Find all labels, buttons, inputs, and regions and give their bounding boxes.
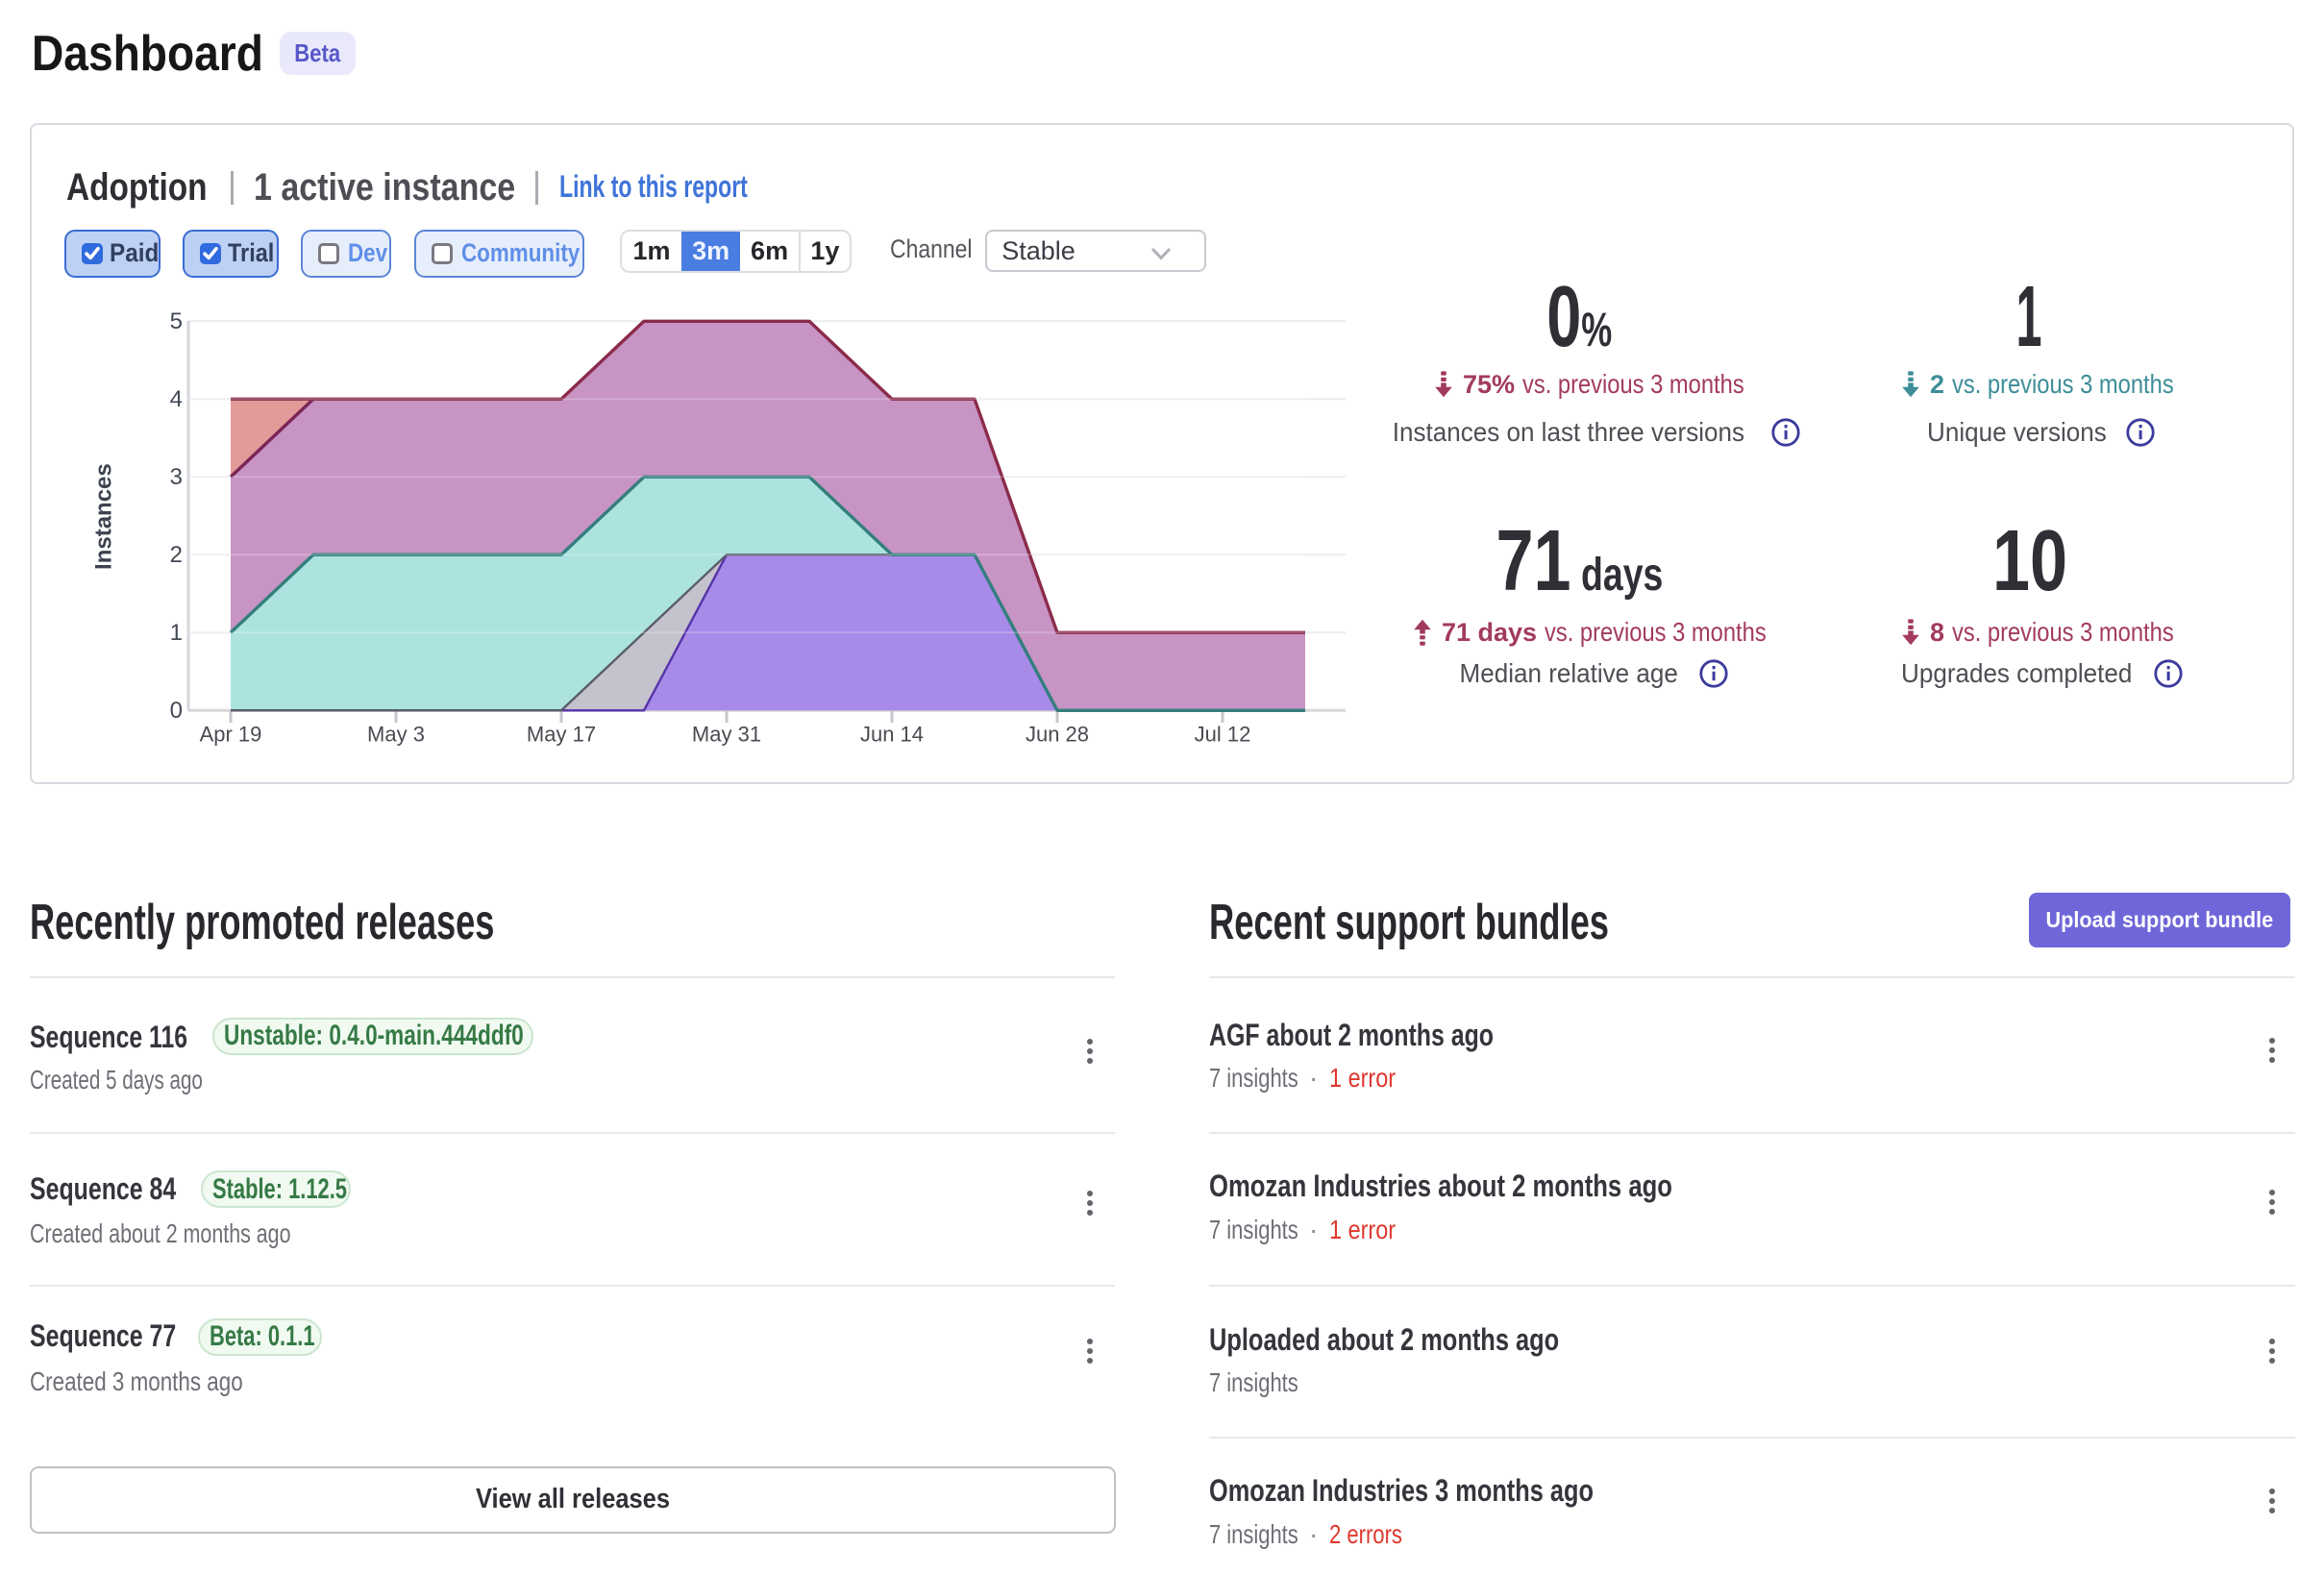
svg-text:0: 0 <box>170 698 183 724</box>
svg-text:May 31: May 31 <box>692 722 761 746</box>
svg-text:2: 2 <box>170 542 183 568</box>
svg-text:May 3: May 3 <box>367 722 425 746</box>
svg-text:May 17: May 17 <box>527 722 596 746</box>
svg-text:3: 3 <box>170 464 183 490</box>
svg-text:1: 1 <box>170 620 183 646</box>
svg-text:5: 5 <box>170 308 183 334</box>
svg-text:Jun 28: Jun 28 <box>1026 722 1089 746</box>
svg-text:Instances: Instances <box>91 463 117 570</box>
svg-text:4: 4 <box>170 386 183 412</box>
svg-text:Apr 19: Apr 19 <box>200 722 262 746</box>
svg-text:Jul 12: Jul 12 <box>1195 722 1251 746</box>
svg-text:Jun 14: Jun 14 <box>860 722 924 746</box>
